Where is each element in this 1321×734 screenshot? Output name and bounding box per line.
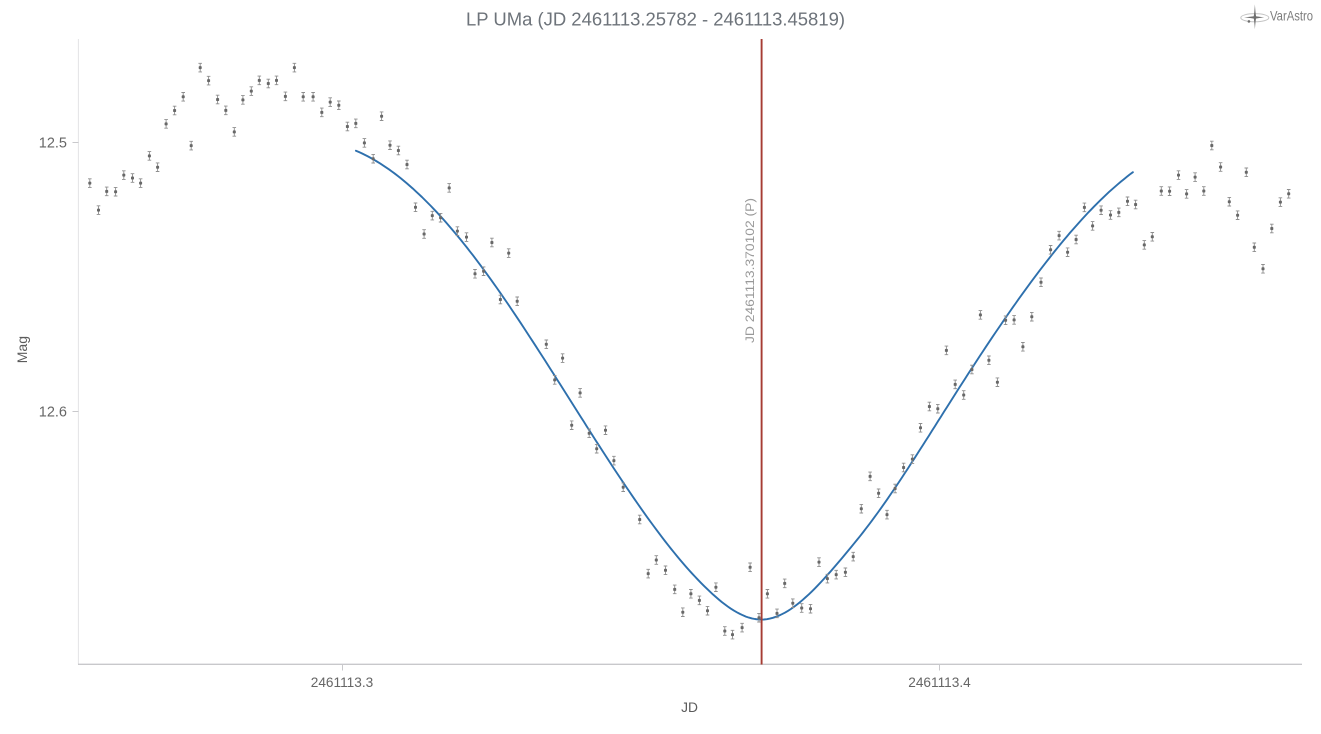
svg-text:Mag: Mag [14, 336, 30, 363]
svg-text:12.5: 12.5 [39, 135, 67, 151]
svg-text:JD 2461113.370102 (P): JD 2461113.370102 (P) [743, 198, 757, 343]
svg-text:12.6: 12.6 [39, 404, 67, 420]
svg-text:LP UMa (JD 2461113.25782 - 246: LP UMa (JD 2461113.25782 - 2461113.45819… [466, 9, 845, 30]
svg-text:JD: JD [681, 700, 698, 715]
svg-text:2461113.4: 2461113.4 [908, 675, 971, 690]
svg-text:2461113.3: 2461113.3 [311, 675, 374, 690]
svg-text:VarAstro: VarAstro [1270, 8, 1313, 23]
